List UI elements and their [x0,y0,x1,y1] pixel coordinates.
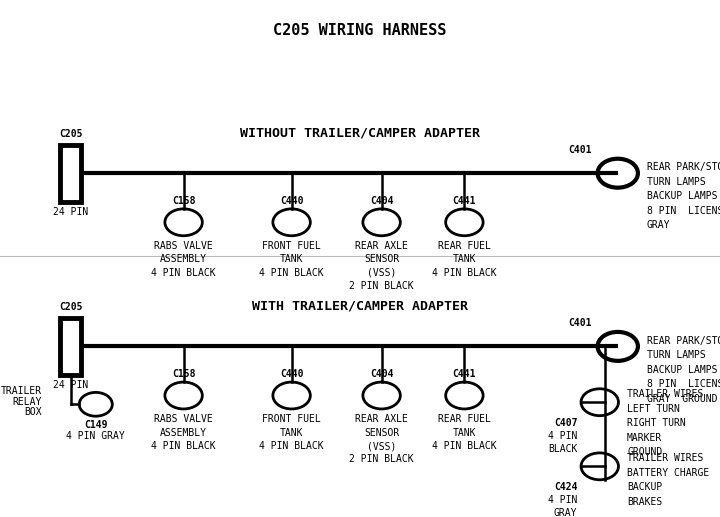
Text: 4 PIN BLACK: 4 PIN BLACK [432,441,497,451]
Text: TURN LAMPS: TURN LAMPS [647,177,706,187]
Circle shape [165,382,202,409]
Text: GRAY  GROUND: GRAY GROUND [647,393,717,403]
Text: BLACK: BLACK [548,444,577,453]
Text: WITHOUT TRAILER/CAMPER ADAPTER: WITHOUT TRAILER/CAMPER ADAPTER [240,127,480,140]
Text: 2 PIN BLACK: 2 PIN BLACK [349,281,414,291]
Text: 4 PIN BLACK: 4 PIN BLACK [432,268,497,278]
Text: (VSS): (VSS) [367,268,396,278]
Text: REAR AXLE: REAR AXLE [355,241,408,251]
Text: GRAY: GRAY [554,508,577,517]
Text: (VSS): (VSS) [367,441,396,451]
Text: C424: C424 [554,482,577,492]
Text: C205: C205 [59,129,82,139]
Text: WITH TRAILER/CAMPER ADAPTER: WITH TRAILER/CAMPER ADAPTER [252,300,468,313]
Text: ASSEMBLY: ASSEMBLY [160,428,207,437]
Text: BOX: BOX [24,407,42,417]
Circle shape [363,382,400,409]
Text: GRAY: GRAY [647,220,670,230]
Circle shape [165,209,202,236]
Text: BACKUP LAMPS: BACKUP LAMPS [647,364,717,374]
Text: TANK: TANK [453,254,476,264]
Text: REAR AXLE: REAR AXLE [355,414,408,424]
Text: C407: C407 [554,418,577,428]
Text: C158: C158 [172,369,195,379]
Text: RABS VALVE: RABS VALVE [154,414,213,424]
Text: 4 PIN: 4 PIN [548,495,577,505]
Text: SENSOR: SENSOR [364,428,399,437]
Text: C440: C440 [280,196,303,206]
Text: SENSOR: SENSOR [364,254,399,264]
Text: 4 PIN GRAY: 4 PIN GRAY [66,431,125,440]
Text: REAR PARK/STOP: REAR PARK/STOP [647,336,720,345]
Text: BACKUP LAMPS: BACKUP LAMPS [647,191,717,201]
Circle shape [446,209,483,236]
Text: C401: C401 [568,145,592,155]
Text: C404: C404 [370,196,393,206]
Circle shape [581,453,618,480]
Text: TRAILER WIRES: TRAILER WIRES [627,453,703,463]
Text: 8 PIN  LICENSE LAMPS: 8 PIN LICENSE LAMPS [647,206,720,216]
Circle shape [273,382,310,409]
Text: C401: C401 [568,318,592,328]
Circle shape [581,389,618,416]
Text: RABS VALVE: RABS VALVE [154,241,213,251]
Text: TRAILER: TRAILER [1,386,42,397]
Text: FRONT FUEL: FRONT FUEL [262,241,321,251]
Text: MARKER: MARKER [627,433,662,443]
Text: 4 PIN BLACK: 4 PIN BLACK [259,441,324,451]
Circle shape [273,209,310,236]
Text: C441: C441 [453,196,476,206]
Circle shape [598,159,638,188]
Text: TRAILER WIRES: TRAILER WIRES [627,389,703,399]
Text: ASSEMBLY: ASSEMBLY [160,254,207,264]
Text: REAR FUEL: REAR FUEL [438,414,491,424]
Text: TANK: TANK [280,428,303,437]
Text: GROUND: GROUND [627,447,662,457]
Circle shape [446,382,483,409]
Text: 4 PIN BLACK: 4 PIN BLACK [259,268,324,278]
Text: FRONT FUEL: FRONT FUEL [262,414,321,424]
Text: TURN LAMPS: TURN LAMPS [647,350,706,360]
Bar [60,318,81,375]
Text: C149: C149 [84,420,107,430]
Circle shape [363,209,400,236]
Text: TANK: TANK [453,428,476,437]
Text: TANK: TANK [280,254,303,264]
Circle shape [598,332,638,361]
Text: 2 PIN BLACK: 2 PIN BLACK [349,454,414,464]
Bar [60,145,81,202]
Text: C404: C404 [370,369,393,379]
Text: C440: C440 [280,369,303,379]
Text: 4 PIN BLACK: 4 PIN BLACK [151,441,216,451]
Text: REAR FUEL: REAR FUEL [438,241,491,251]
Text: 24 PIN: 24 PIN [53,380,88,390]
Text: BRAKES: BRAKES [627,497,662,507]
Text: 4 PIN BLACK: 4 PIN BLACK [151,268,216,278]
Text: C205: C205 [59,302,82,312]
Text: REAR PARK/STOP: REAR PARK/STOP [647,162,720,172]
Text: BACKUP: BACKUP [627,482,662,492]
Text: 24 PIN: 24 PIN [53,207,88,217]
Text: C205 WIRING HARNESS: C205 WIRING HARNESS [274,23,446,38]
Text: LEFT TURN: LEFT TURN [627,404,680,414]
Text: C441: C441 [453,369,476,379]
Text: RELAY: RELAY [12,397,42,407]
Text: 8 PIN  LICENSE LAMPS: 8 PIN LICENSE LAMPS [647,379,720,389]
Text: C158: C158 [172,196,195,206]
Circle shape [79,392,112,416]
Text: BATTERY CHARGE: BATTERY CHARGE [627,468,709,478]
Text: RIGHT TURN: RIGHT TURN [627,418,686,428]
Text: 4 PIN: 4 PIN [548,431,577,441]
